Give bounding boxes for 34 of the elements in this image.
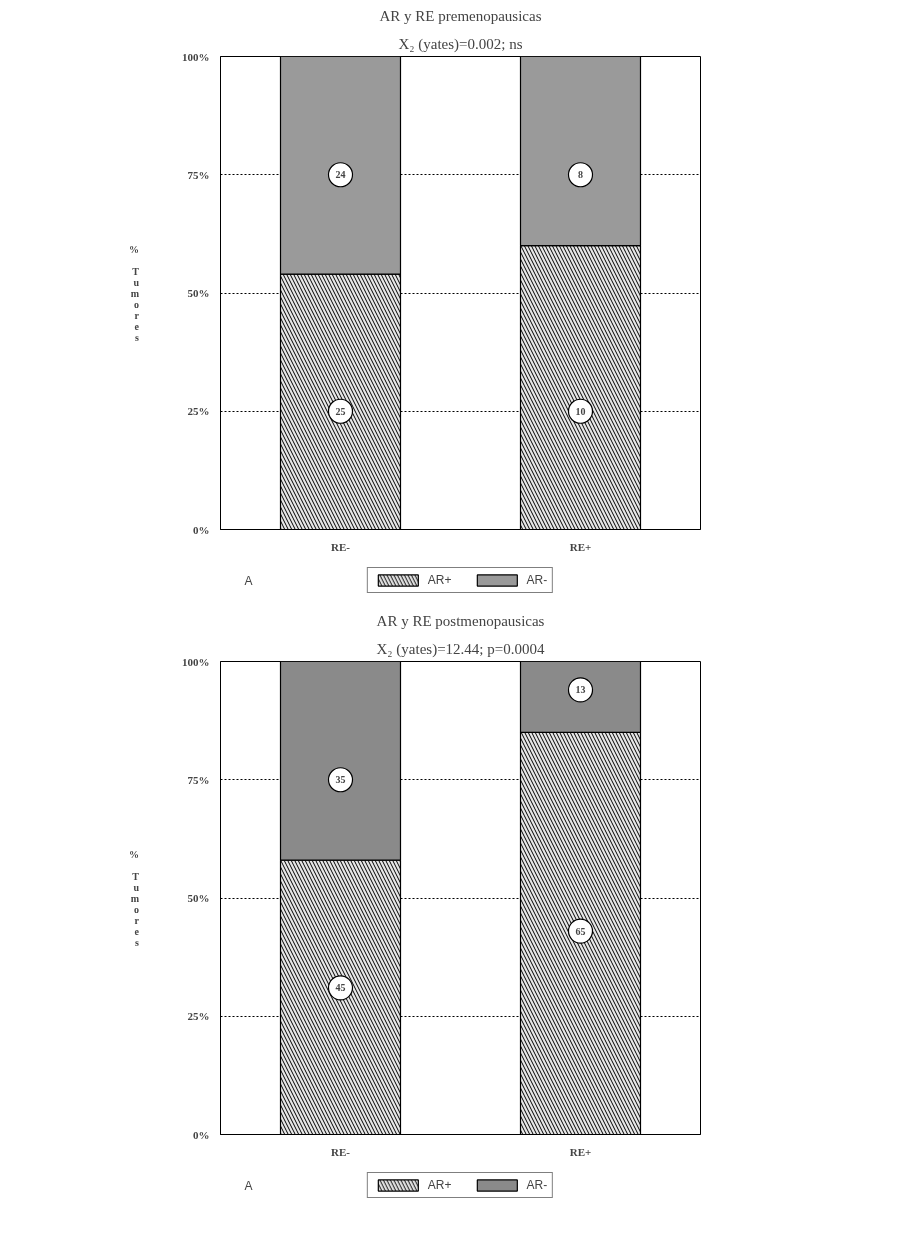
annotation: 65 xyxy=(575,925,586,937)
y-tick-label: 75% xyxy=(187,773,210,786)
legend-label: AR+ xyxy=(427,573,452,587)
chart-title: AR y RE postmenopausicas xyxy=(376,612,545,629)
y-tick-label: 50% xyxy=(187,287,210,299)
y-tick-label: 25% xyxy=(187,405,210,418)
legend-label: AR- xyxy=(526,573,548,587)
chart-subtitle: X₂ (yates)=0.002; ns xyxy=(398,35,523,53)
y-axis-title: % Tumores xyxy=(129,243,140,343)
legend-label: AR+ xyxy=(427,1178,452,1192)
annotation: 10 xyxy=(575,405,586,417)
annotation: 35 xyxy=(335,774,346,786)
y-axis-title: % Tumores xyxy=(129,848,140,948)
y-tick-label: 25% xyxy=(187,1010,210,1023)
legend-label: AR- xyxy=(526,1178,548,1192)
text: A xyxy=(244,1178,253,1193)
x-tick-label: RE+ xyxy=(569,1145,592,1158)
x-tick-label: RE- xyxy=(331,540,351,553)
annotation: 25 xyxy=(335,405,346,417)
y-tick-label: 50% xyxy=(187,892,210,904)
chart-title: AR y RE premenopausicas xyxy=(379,7,542,24)
y-tick-label: 100% xyxy=(182,50,210,63)
x-tick-label: RE- xyxy=(331,1145,351,1158)
text: A xyxy=(244,573,253,588)
annotation: 13 xyxy=(575,684,586,696)
y-tick-label: 0% xyxy=(193,1128,210,1141)
y-tick-label: 100% xyxy=(182,655,210,668)
annotation: 8 xyxy=(578,169,583,181)
x-tick-label: RE+ xyxy=(569,540,592,553)
y-tick-label: 0% xyxy=(193,523,210,536)
chart-subtitle: X₂ (yates)=12.44; p=0.0004 xyxy=(376,640,545,658)
annotation: 45 xyxy=(335,982,346,994)
annotation: 24 xyxy=(335,169,346,181)
y-tick-label: 75% xyxy=(187,168,210,181)
